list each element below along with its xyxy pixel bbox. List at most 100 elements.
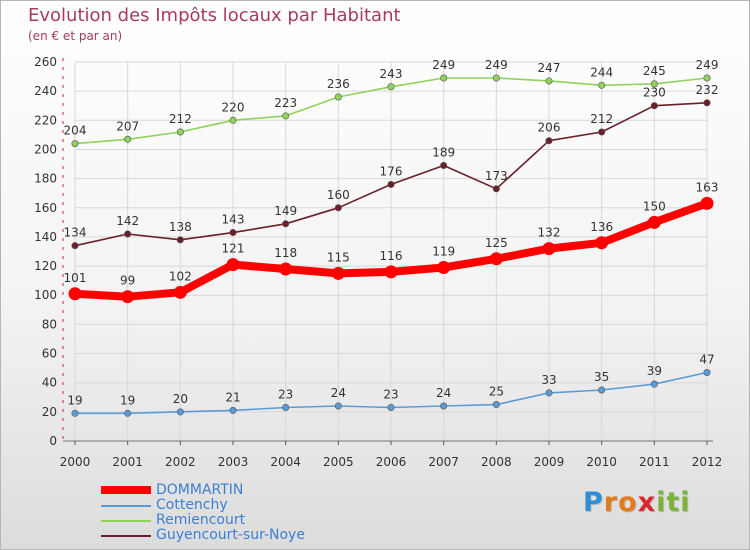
data-label-remiencourt: 249 bbox=[432, 58, 455, 72]
data-label-cottenchy: 24 bbox=[436, 386, 451, 400]
data-label-remiencourt: 245 bbox=[643, 64, 666, 78]
y-tick-label: 180 bbox=[34, 172, 57, 186]
data-label-cottenchy: 21 bbox=[225, 390, 240, 404]
logo-letter: P bbox=[583, 487, 604, 518]
data-point-remiencourt bbox=[492, 74, 500, 82]
data-point-dommartin bbox=[489, 252, 503, 266]
data-point-cottenchy bbox=[334, 402, 342, 410]
legend-label: Cottenchy bbox=[156, 497, 228, 513]
x-tick-label: 2000 bbox=[60, 455, 91, 469]
data-label-guyencourt-sur-noye: 232 bbox=[696, 83, 719, 97]
chart-title: Evolution des Impôts locaux par Habitant bbox=[28, 5, 401, 26]
data-label-remiencourt: 247 bbox=[538, 61, 561, 75]
data-point-guyencourt-sur-noye bbox=[334, 204, 342, 212]
y-tick-label: 160 bbox=[34, 201, 57, 215]
data-label-remiencourt: 223 bbox=[274, 96, 297, 110]
data-label-dommartin: 102 bbox=[169, 269, 192, 283]
data-point-cottenchy bbox=[650, 380, 658, 388]
data-label-guyencourt-sur-noye: 176 bbox=[380, 164, 403, 178]
data-label-dommartin: 121 bbox=[222, 242, 245, 256]
data-label-remiencourt: 243 bbox=[380, 67, 403, 81]
data-label-remiencourt: 249 bbox=[696, 58, 719, 72]
data-point-remiencourt bbox=[387, 83, 395, 91]
data-label-guyencourt-sur-noye: 206 bbox=[538, 121, 561, 135]
data-label-remiencourt: 207 bbox=[116, 119, 139, 133]
legend-label: Guyencourt-sur-Noye bbox=[156, 527, 305, 543]
data-point-remiencourt bbox=[124, 135, 132, 143]
data-point-guyencourt-sur-noye bbox=[703, 99, 711, 107]
data-point-remiencourt bbox=[545, 77, 553, 85]
data-point-guyencourt-sur-noye bbox=[124, 230, 132, 238]
logo-letter: x bbox=[637, 487, 657, 518]
x-tick-label: 2005 bbox=[323, 455, 354, 469]
x-tick-label: 2001 bbox=[112, 455, 143, 469]
data-label-remiencourt: 212 bbox=[169, 112, 192, 126]
data-point-guyencourt-sur-noye bbox=[650, 102, 658, 110]
data-label-guyencourt-sur-noye: 138 bbox=[169, 220, 192, 234]
proxiti-logo: Proxiti bbox=[583, 487, 691, 518]
data-point-dommartin bbox=[700, 196, 714, 210]
x-tick-label: 2008 bbox=[481, 455, 512, 469]
data-label-cottenchy: 19 bbox=[67, 393, 82, 407]
data-label-dommartin: 101 bbox=[64, 271, 87, 285]
data-label-dommartin: 132 bbox=[538, 226, 561, 240]
x-tick-label: 2011 bbox=[639, 455, 670, 469]
legend-label: Remiencourt bbox=[156, 512, 246, 528]
data-label-guyencourt-sur-noye: 149 bbox=[274, 204, 297, 218]
legend-swatch bbox=[101, 535, 151, 537]
data-label-dommartin: 136 bbox=[590, 220, 613, 234]
data-label-remiencourt: 236 bbox=[327, 77, 350, 91]
data-point-remiencourt bbox=[229, 116, 237, 124]
data-label-dommartin: 119 bbox=[432, 245, 455, 259]
logo-letter: r bbox=[603, 487, 619, 518]
data-label-guyencourt-sur-noye: 212 bbox=[590, 112, 613, 126]
data-label-guyencourt-sur-noye: 173 bbox=[485, 169, 508, 183]
x-tick-label: 2009 bbox=[534, 455, 565, 469]
y-tick-label: 200 bbox=[34, 142, 57, 156]
data-point-dommartin bbox=[279, 262, 293, 276]
y-tick-label: 240 bbox=[34, 84, 57, 98]
data-point-remiencourt bbox=[650, 80, 658, 88]
data-point-dommartin bbox=[542, 242, 556, 256]
logo-letter: o bbox=[618, 487, 638, 518]
logo-letter: i bbox=[680, 487, 691, 518]
data-point-guyencourt-sur-noye bbox=[492, 185, 500, 193]
data-point-guyencourt-sur-noye bbox=[387, 180, 395, 188]
data-point-cottenchy bbox=[598, 386, 606, 394]
data-point-dommartin bbox=[68, 287, 82, 301]
data-point-dommartin bbox=[331, 266, 345, 280]
y-tick-label: 0 bbox=[49, 434, 57, 448]
data-point-guyencourt-sur-noye bbox=[440, 161, 448, 169]
x-tick-label: 2010 bbox=[586, 455, 617, 469]
data-label-cottenchy: 35 bbox=[594, 370, 609, 384]
data-label-dommartin: 125 bbox=[485, 236, 508, 250]
legend-swatch bbox=[101, 505, 151, 507]
data-point-guyencourt-sur-noye bbox=[545, 137, 553, 145]
data-point-cottenchy bbox=[124, 409, 132, 417]
x-tick-label: 2002 bbox=[165, 455, 196, 469]
y-tick-label: 120 bbox=[34, 259, 57, 273]
legend-label: DOMMARTIN bbox=[156, 482, 244, 498]
data-point-cottenchy bbox=[176, 408, 184, 416]
x-tick-label: 2007 bbox=[428, 455, 459, 469]
y-tick-label: 220 bbox=[34, 113, 57, 127]
legend-swatch bbox=[101, 520, 151, 522]
data-label-dommartin: 115 bbox=[327, 250, 350, 264]
data-label-guyencourt-sur-noye: 142 bbox=[116, 214, 139, 228]
data-point-guyencourt-sur-noye bbox=[282, 220, 290, 228]
x-tick-label: 2003 bbox=[218, 455, 249, 469]
data-point-dommartin bbox=[384, 265, 398, 279]
data-point-dommartin bbox=[437, 261, 451, 275]
data-point-cottenchy bbox=[440, 402, 448, 410]
data-point-remiencourt bbox=[176, 128, 184, 136]
y-tick-label: 260 bbox=[34, 55, 57, 69]
data-label-cottenchy: 39 bbox=[647, 364, 662, 378]
data-point-remiencourt bbox=[703, 74, 711, 82]
data-label-guyencourt-sur-noye: 160 bbox=[327, 188, 350, 202]
data-label-remiencourt: 249 bbox=[485, 58, 508, 72]
data-point-guyencourt-sur-noye bbox=[598, 128, 606, 136]
y-tick-label: 60 bbox=[42, 347, 57, 361]
data-point-cottenchy bbox=[387, 403, 395, 411]
